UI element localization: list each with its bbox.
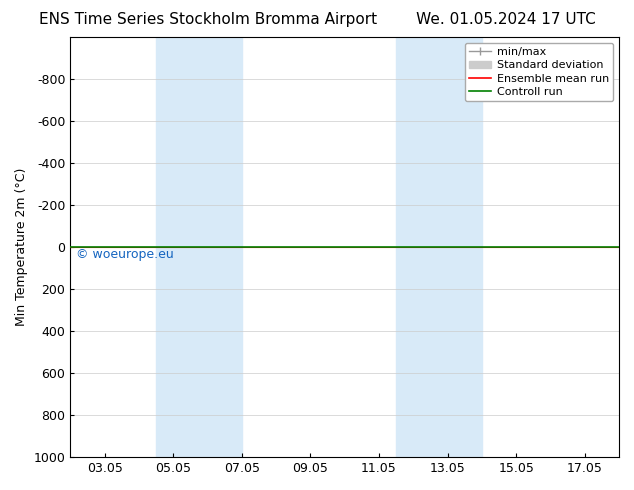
Text: ENS Time Series Stockholm Bromma Airport        We. 01.05.2024 17 UTC: ENS Time Series Stockholm Bromma Airport… (39, 12, 595, 27)
Y-axis label: Min Temperature 2m (°C): Min Temperature 2m (°C) (15, 168, 28, 326)
Bar (156, 37, 242, 457)
Legend: min/max, Standard deviation, Ensemble mean run, Controll run: min/max, Standard deviation, Ensemble me… (465, 43, 614, 101)
Bar (396, 37, 482, 457)
Text: © woeurope.eu: © woeurope.eu (76, 248, 174, 261)
